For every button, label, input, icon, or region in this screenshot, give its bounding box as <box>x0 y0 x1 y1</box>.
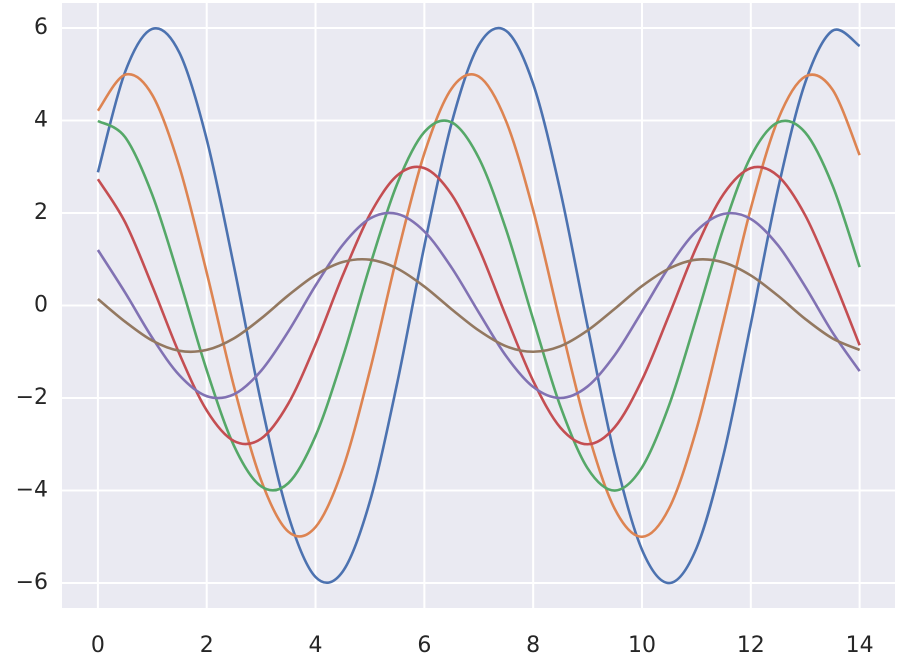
x-tick-label: 2 <box>200 633 214 658</box>
line-series <box>97 119 861 492</box>
line-series <box>97 257 861 354</box>
x-tick-label: 4 <box>309 633 323 658</box>
y-tick-label: −2 <box>16 385 48 410</box>
line-series <box>96 26 861 585</box>
x-tick-label: 14 <box>846 633 874 658</box>
y-tick-label: 2 <box>34 200 48 225</box>
y-tick-label: 6 <box>34 15 48 40</box>
y-tick-label: 4 <box>34 107 48 132</box>
x-tick-label: 10 <box>628 633 656 658</box>
line-series <box>96 72 861 539</box>
line-series <box>96 211 861 400</box>
line-series <box>96 165 861 446</box>
x-tick-label: 8 <box>526 633 540 658</box>
x-tick-label: 12 <box>737 633 765 658</box>
y-tick-label: −4 <box>16 478 48 503</box>
y-tick-label: 0 <box>34 293 48 318</box>
y-tick-label: −6 <box>16 570 48 595</box>
x-tick-label: 6 <box>417 633 431 658</box>
x-tick-label: 0 <box>91 633 105 658</box>
